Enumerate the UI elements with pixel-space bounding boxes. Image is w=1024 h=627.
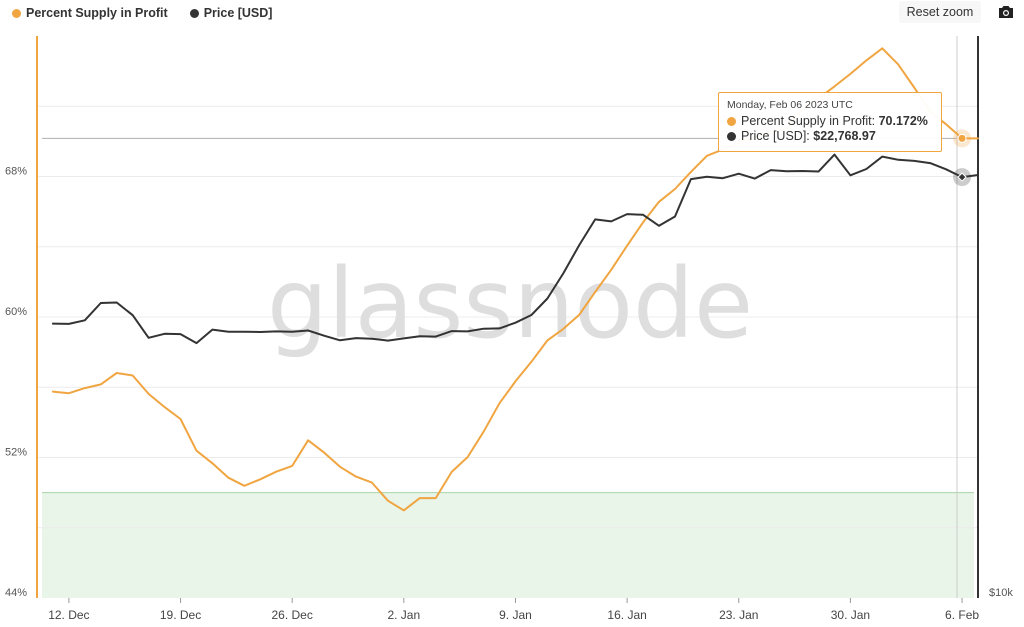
x-tick-label: 16. Jan [607, 608, 646, 622]
shaded-band [42, 492, 974, 598]
y-tick-label: 44% [5, 587, 27, 599]
tooltip-label: Percent Supply in Profit: [741, 114, 879, 128]
camera-icon[interactable] [996, 2, 1016, 22]
hover-marker-price [957, 172, 967, 182]
x-tick-label: 9. Jan [499, 608, 532, 622]
x-tick-label: 23. Jan [719, 608, 758, 622]
x-tick-label: 6. Feb [945, 608, 979, 622]
legend: Percent Supply in Profit Price [USD] [12, 6, 272, 20]
tooltip-label: Price [USD]: [741, 129, 814, 143]
legend-dot-icon [12, 8, 21, 18]
legend-label: Price [USD] [203, 6, 273, 20]
tooltip-row-supply: Percent Supply in Profit: 70.172% [727, 114, 933, 129]
tooltip-date: Monday, Feb 06 2023 UTC [727, 99, 853, 111]
tooltip: Monday, Feb 06 2023 UTC Percent Supply i… [718, 92, 942, 152]
y-tick-label: 68% [5, 166, 27, 178]
legend-item-supply-in-profit[interactable]: Percent Supply in Profit [12, 6, 168, 20]
reset-zoom-button[interactable]: Reset zoom [899, 1, 981, 23]
x-tick-label: 12. Dec [48, 608, 89, 622]
x-tick-label: 2. Jan [387, 608, 420, 622]
x-tick-label: 26. Dec [272, 608, 313, 622]
tooltip-dot-icon [727, 117, 736, 126]
x-tick-label: 30. Jan [831, 608, 870, 622]
x-tick-label: 19. Dec [160, 608, 201, 622]
tooltip-value: 70.172% [878, 114, 928, 128]
legend-label: Percent Supply in Profit [26, 6, 168, 20]
tooltip-dot-icon [727, 132, 736, 141]
legend-dot-icon [189, 8, 199, 18]
y2-tick-label: $10k [989, 587, 1013, 599]
tooltip-value: $22,768.97 [813, 129, 876, 143]
y-tick-label: 60% [5, 306, 27, 318]
series-line-price-usd [51, 153, 979, 345]
hover-marker-supply [957, 133, 967, 143]
legend-item-price[interactable]: Price [USD] [189, 6, 273, 20]
watermark: glassnode [267, 248, 753, 360]
tooltip-row-price: Price [USD]: $22,768.97 [727, 129, 933, 144]
y-tick-label: 52% [5, 447, 27, 459]
